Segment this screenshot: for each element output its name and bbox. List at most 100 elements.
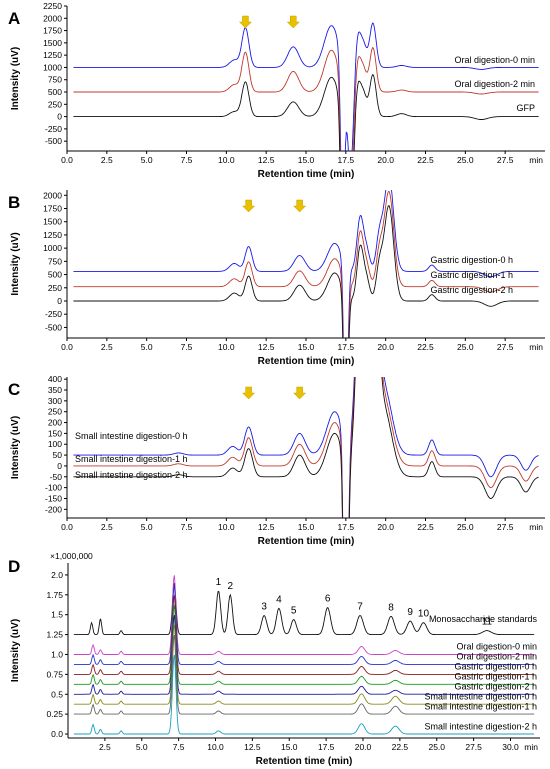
arrow-shape [293, 199, 307, 213]
peak-number-label: 9 [407, 607, 413, 618]
x-unit-label: min [529, 342, 543, 352]
x-tick-label: 0.0 [61, 522, 73, 532]
x-tick-label: 0.0 [61, 342, 73, 352]
peak-number-label: 2 [227, 581, 233, 592]
x-tick-label: 15.0 [298, 342, 315, 352]
y-axis-title: Intensity (uV) [10, 619, 21, 682]
peak-number-label: 1 [216, 577, 222, 588]
series-line [73, 595, 535, 675]
series-legend-label: Oral digestion-2 min [454, 79, 535, 89]
series-line [73, 377, 539, 518]
series-line [73, 190, 539, 338]
series-line [73, 190, 539, 338]
x-tick-label: 17.5 [338, 342, 355, 352]
y-tick-label: 500 [48, 270, 62, 280]
series-line [73, 634, 535, 715]
x-tick-label: 15.0 [298, 522, 315, 532]
x-tick-label: 5.0 [141, 155, 153, 165]
y-tick-label: 250 [48, 283, 62, 293]
y-multiplier-label: ×1,000,000 [50, 551, 93, 561]
peak-arrow-icon [293, 386, 307, 400]
series-legend-label: Small intestine digestion-0 h [424, 691, 537, 701]
x-tick-label: 12.5 [258, 522, 275, 532]
x-axis-title: Retention time (min) [258, 536, 355, 547]
x-tick-label: 25.0 [457, 342, 474, 352]
series-legend-label: Monosaccharide standards [429, 614, 538, 624]
peak-number-label: 3 [261, 602, 267, 613]
y-tick-label: 1750 [43, 26, 62, 36]
series-line [73, 585, 535, 665]
y-tick-label: 0.5 [51, 689, 63, 699]
x-unit-label: min [529, 155, 543, 165]
series-legend-label: Gastric digestion-0 h [430, 255, 513, 265]
y-tick-label: -500 [45, 322, 62, 332]
series-line [73, 582, 535, 636]
x-tick-label: 22.5 [392, 742, 409, 752]
x-tick-label: 5.0 [136, 742, 148, 752]
y-tick-label: 2000 [43, 13, 62, 23]
panel-letter: A [8, 9, 20, 28]
x-tick-label: 7.5 [173, 742, 185, 752]
series-legend-label: Gastric digestion-1 h [454, 672, 537, 682]
series-line [73, 624, 535, 705]
panel-c: C 0.0 2.5 5.0 7.5 10.0 12.5 15.0 17.5 20.0 22.5 25.… [8, 374, 545, 547]
x-axis-title: Retention time (min) [258, 169, 355, 180]
x-tick-label: 17.5 [338, 155, 355, 165]
y-tick-label: 1.25 [46, 630, 63, 640]
x-tick-label: 10.0 [218, 155, 235, 165]
y-tick-label: 1500 [43, 217, 62, 227]
y-tick-label: 2000 [43, 190, 62, 200]
series-line [73, 46, 539, 151]
series-legend-label: Gastric digestion-1 h [430, 270, 513, 280]
x-tick-label: 17.5 [338, 522, 355, 532]
x-tick-label: 5.0 [141, 522, 153, 532]
x-tick-label: 20.0 [377, 522, 394, 532]
y-tick-label: 150 [48, 428, 62, 438]
y-tick-label: 750 [48, 75, 62, 85]
arrow-shape [286, 15, 300, 29]
x-tick-label: 20.0 [377, 155, 394, 165]
x-tick-label: 30.0 [502, 742, 519, 752]
peak-arrow-icon [293, 199, 307, 213]
y-tick-label: 1000 [43, 243, 62, 253]
series-legend-label: Gastric digestion-2 h [430, 285, 513, 295]
y-tick-label: 1.0 [51, 649, 63, 659]
y-tick-label: 2250 [43, 1, 62, 11]
panel-d: D2.5 5.0 7.5 10.0 12.5 15.0 17.5 20.0 22.5 25.0 27… [8, 551, 540, 767]
y-tick-label: 250 [48, 407, 62, 417]
y-tick-label: 0 [57, 112, 62, 122]
peak-number-label: 4 [276, 594, 282, 605]
y-axis-title: Intensity (uV) [10, 232, 21, 295]
series-legend-label: Small intestine digestion-1 h [424, 701, 537, 711]
x-tick-label: 20.0 [355, 742, 372, 752]
x-tick-label: 0.0 [61, 155, 73, 165]
y-tick-label: 0.0 [51, 729, 63, 739]
x-tick-label: 27.5 [497, 342, 514, 352]
y-tick-label: 2.0 [51, 570, 63, 580]
x-tick-label: 12.5 [258, 342, 275, 352]
x-tick-label: 7.5 [181, 522, 193, 532]
y-tick-label: 1500 [43, 38, 62, 48]
y-tick-label: 50 [53, 450, 63, 460]
arrow-shape [293, 386, 307, 400]
series-line [73, 204, 539, 338]
x-unit-label: min [529, 522, 543, 532]
y-tick-label: -100 [45, 483, 62, 493]
y-tick-label: -150 [45, 493, 62, 503]
y-tick-label: 1250 [43, 230, 62, 240]
y-tick-label: 1250 [43, 50, 62, 60]
y-tick-label: -250 [45, 309, 62, 319]
y-tick-label: 1.5 [51, 610, 63, 620]
series-group [73, 22, 539, 151]
x-tick-label: 27.5 [465, 742, 482, 752]
series-group [73, 377, 539, 518]
x-tick-label: 2.5 [101, 522, 113, 532]
x-tick-label: 20.0 [377, 342, 394, 352]
x-tick-label: 15.0 [281, 742, 298, 752]
series-legend-label: Oral digestion-0 min [454, 55, 535, 65]
x-tick-label: 15.0 [298, 155, 315, 165]
panel-letter: C [8, 380, 20, 399]
series-line [73, 73, 539, 151]
peak-number-label: 5 [291, 605, 297, 616]
